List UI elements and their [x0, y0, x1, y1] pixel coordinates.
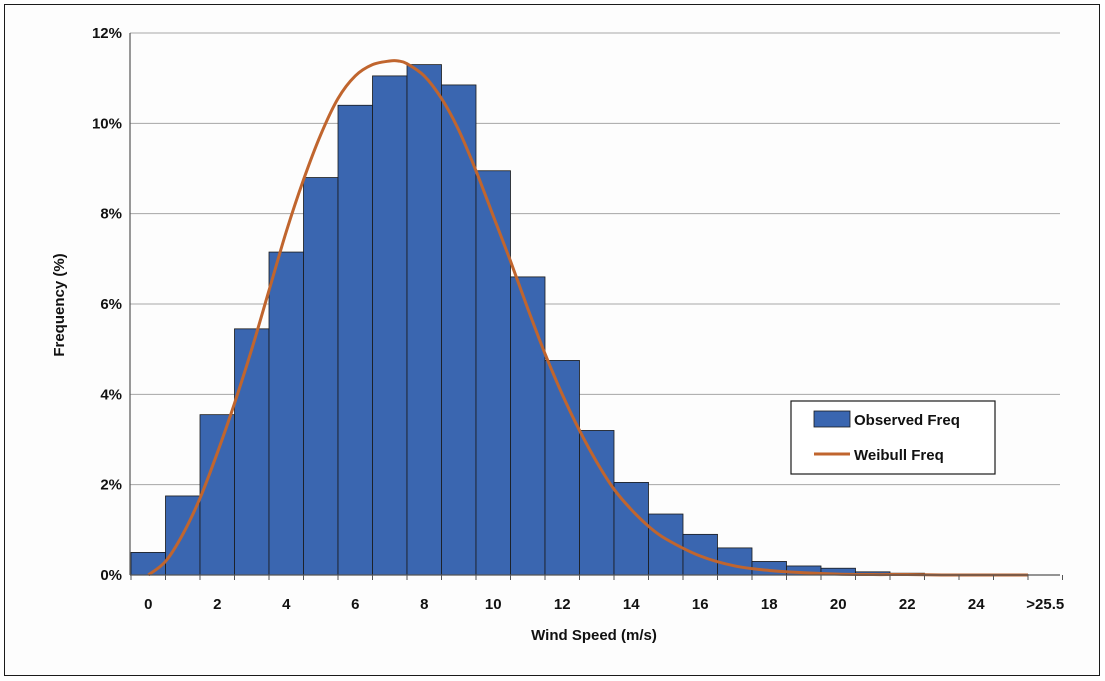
x-tick-label: 16 — [692, 596, 709, 613]
x-tick-labels: 0 2 4 6 8 10 12 14 16 18 20 22 24 >25.5 — [144, 596, 1064, 613]
x-tick-label: 4 — [282, 596, 291, 613]
x-tick-label: 12 — [554, 596, 571, 613]
bar-5 — [303, 177, 339, 576]
x-tick-label: 8 — [420, 596, 428, 613]
y-tick-label: 12% — [92, 25, 122, 42]
bar-10 — [475, 170, 511, 576]
x-tick-label: 0 — [144, 596, 152, 613]
y-axis-title: Frequency (%) — [51, 253, 68, 356]
y-tick-label: 4% — [100, 386, 122, 403]
legend: Observed Freq Weibull Freq — [790, 400, 996, 475]
x-tick-label: 6 — [351, 596, 359, 613]
bar-3 — [234, 328, 270, 576]
y-tick-label: 10% — [92, 115, 122, 132]
x-tick-label: 24 — [968, 596, 985, 613]
bar-6 — [337, 104, 373, 576]
observed-bars — [130, 64, 1029, 576]
x-tick-label: >25.5 — [1026, 596, 1064, 613]
x-tick-label: 20 — [830, 596, 847, 613]
bar-0 — [130, 552, 166, 576]
bar-17 — [717, 547, 753, 576]
x-tick-label: 18 — [761, 596, 778, 613]
weibull-line — [147, 59, 1028, 577]
y-tick-labels: 0% 2% 4% 6% 8% 10% 12% — [92, 25, 122, 584]
x-axis-title: Wind Speed (m/s) — [531, 627, 657, 644]
x-tick-label: 10 — [485, 596, 502, 613]
bar-7 — [372, 75, 408, 576]
weibull-line-layer — [147, 59, 1028, 577]
y-tick-label: 0% — [100, 567, 122, 584]
bar-8 — [406, 64, 442, 576]
axes — [129, 33, 1063, 580]
y-tick-label: 2% — [100, 477, 122, 494]
y-tick-label: 6% — [100, 296, 122, 313]
bar-13 — [579, 430, 615, 576]
bar-2 — [199, 414, 235, 576]
bar-4 — [268, 251, 304, 576]
bar-11 — [510, 276, 546, 576]
x-tick-label: 22 — [899, 596, 916, 613]
legend-label-observed: Observed Freq — [854, 412, 960, 429]
y-tick-label: 8% — [100, 206, 122, 223]
x-tick-label: 2 — [213, 596, 221, 613]
x-tick-label: 14 — [623, 596, 640, 613]
legend-label-weibull: Weibull Freq — [854, 447, 944, 464]
legend-swatch-observed — [813, 410, 851, 428]
